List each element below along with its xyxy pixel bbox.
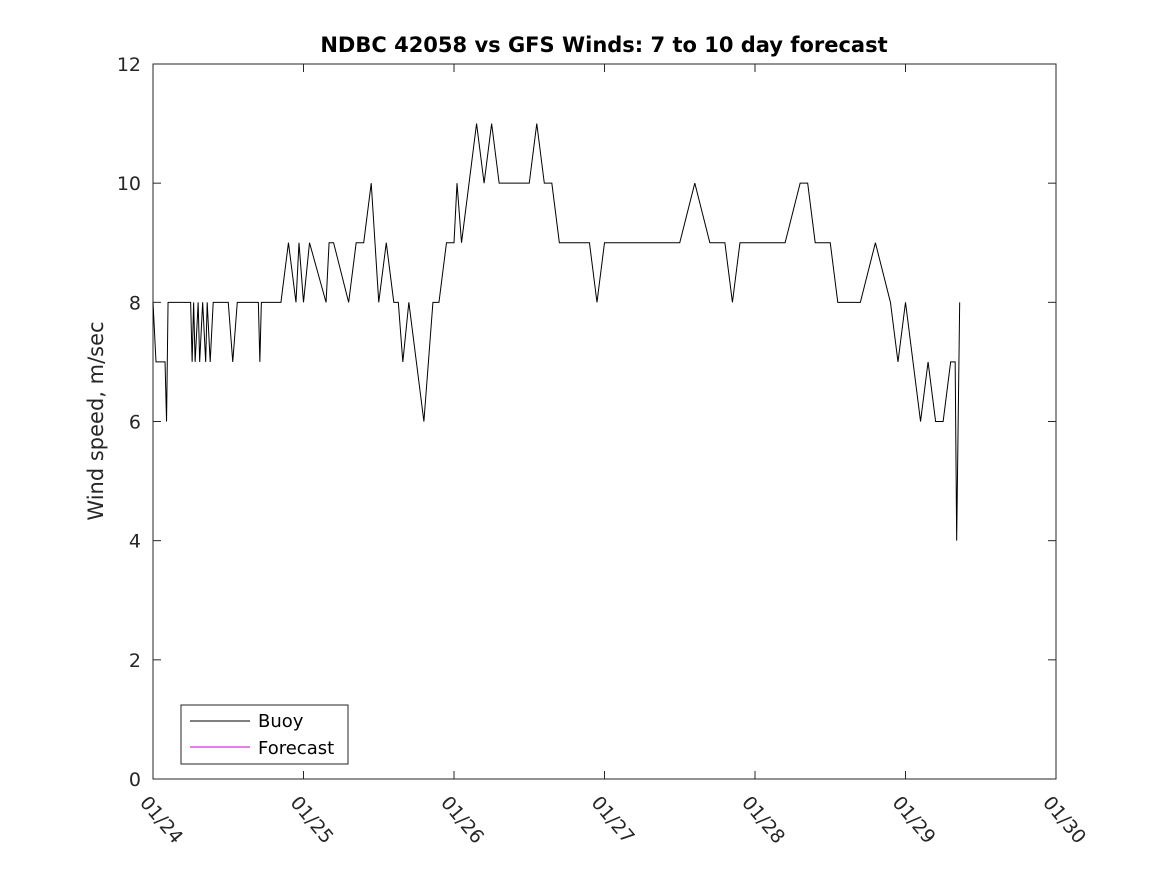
y-tick-label: 6: [129, 412, 141, 434]
y-tick-label: 4: [129, 531, 141, 553]
legend-box: [180, 704, 349, 765]
series-layer: [152, 123, 961, 541]
legend-label-buoy: Buoy: [258, 711, 304, 732]
y-tick-label: 10: [117, 173, 141, 195]
legend-label-forecast: Forecast: [258, 738, 334, 759]
y-tick-label: 8: [129, 292, 141, 314]
axes-box: [152, 63, 1057, 780]
y-axis-label: Wind speed, m/sec: [84, 321, 108, 520]
y-tick-label: 12: [117, 54, 141, 76]
y-tick-label: 0: [129, 769, 141, 791]
series-line-buoy: [152, 123, 961, 541]
y-axis: 0 2 4 6 8 10 12: [117, 54, 1056, 791]
y-tick-label: 2: [129, 650, 141, 672]
chart-title: NDBC 42058 vs GFS Winds: 7 to 10 day for…: [320, 33, 887, 57]
legend: Buoy Forecast: [180, 704, 349, 765]
